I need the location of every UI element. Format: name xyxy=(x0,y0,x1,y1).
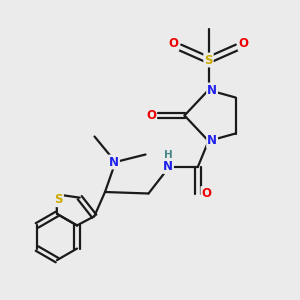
Text: S: S xyxy=(55,193,63,206)
Text: O: O xyxy=(238,37,249,50)
Text: N: N xyxy=(109,155,119,169)
Text: N: N xyxy=(163,160,173,173)
Text: N: N xyxy=(207,134,217,148)
Text: N: N xyxy=(207,83,217,97)
Text: H: H xyxy=(164,150,172,160)
Text: O: O xyxy=(146,109,156,122)
Text: O: O xyxy=(201,187,212,200)
Text: O: O xyxy=(168,37,178,50)
Text: S: S xyxy=(204,53,213,67)
